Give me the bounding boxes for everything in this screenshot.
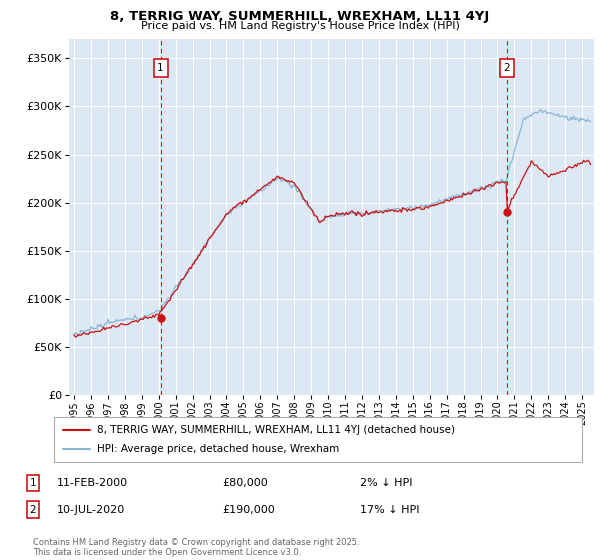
Text: 10-JUL-2020: 10-JUL-2020 bbox=[57, 505, 125, 515]
Text: 17% ↓ HPI: 17% ↓ HPI bbox=[360, 505, 419, 515]
Text: HPI: Average price, detached house, Wrexham: HPI: Average price, detached house, Wrex… bbox=[97, 445, 340, 455]
Text: 2: 2 bbox=[503, 63, 510, 73]
Text: 1: 1 bbox=[157, 63, 164, 73]
Text: £190,000: £190,000 bbox=[222, 505, 275, 515]
Text: 8, TERRIG WAY, SUMMERHILL, WREXHAM, LL11 4YJ: 8, TERRIG WAY, SUMMERHILL, WREXHAM, LL11… bbox=[110, 10, 490, 23]
Text: Contains HM Land Registry data © Crown copyright and database right 2025.
This d: Contains HM Land Registry data © Crown c… bbox=[33, 538, 359, 557]
Text: 8, TERRIG WAY, SUMMERHILL, WREXHAM, LL11 4YJ (detached house): 8, TERRIG WAY, SUMMERHILL, WREXHAM, LL11… bbox=[97, 424, 455, 435]
Text: Price paid vs. HM Land Registry's House Price Index (HPI): Price paid vs. HM Land Registry's House … bbox=[140, 21, 460, 31]
Text: 11-FEB-2000: 11-FEB-2000 bbox=[57, 478, 128, 488]
Text: 2% ↓ HPI: 2% ↓ HPI bbox=[360, 478, 413, 488]
Text: 1: 1 bbox=[29, 478, 37, 488]
Text: £80,000: £80,000 bbox=[222, 478, 268, 488]
Text: 2: 2 bbox=[29, 505, 37, 515]
